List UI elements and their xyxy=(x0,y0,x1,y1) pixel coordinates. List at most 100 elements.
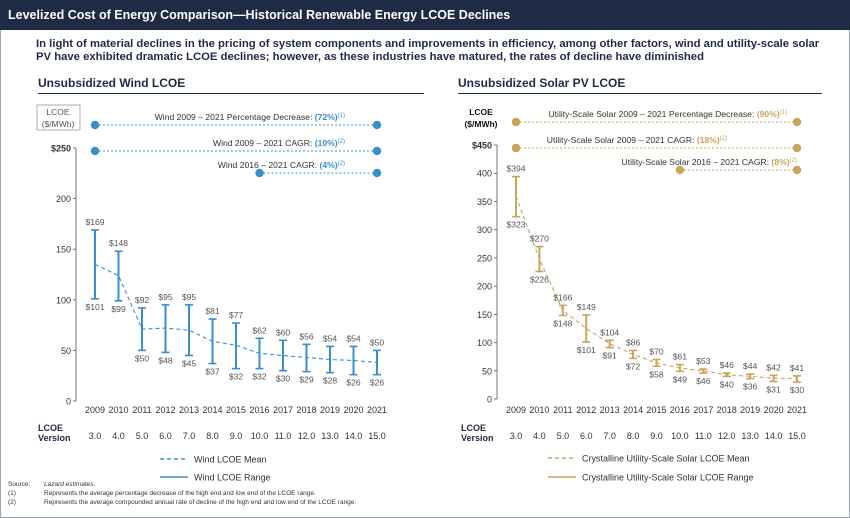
solar-annotation-label: Utility-Scale Solar 2009 – 2021 CAGR: (1… xyxy=(547,135,727,145)
wind-version-label-2012: 6.0 xyxy=(159,431,172,441)
wind-high-label-2014: $81 xyxy=(205,306,220,316)
solar-y-tick-label: 150 xyxy=(477,310,492,320)
wind-y-tick-label: $250 xyxy=(51,144,71,154)
wind-y-tick-label: 50 xyxy=(61,346,71,356)
solar-y-tick-label: 400 xyxy=(477,169,492,179)
wind-y-tick-label: 150 xyxy=(56,245,71,255)
wind-low-label-2013: $45 xyxy=(182,358,197,368)
wind-annotation-dot-end xyxy=(372,120,382,130)
solar-high-label-2015: $70 xyxy=(649,346,664,356)
wind-annotation-label: Wind 2009 – 2021 CAGR: (10%)(2) xyxy=(213,138,345,148)
solar-annotation-dot-start xyxy=(511,143,521,153)
wind-unit-label-line2: ($/MWh) xyxy=(42,119,75,129)
solar-version-row-label-line1: LCOE xyxy=(461,423,486,433)
wind-high-label-2010: $148 xyxy=(109,238,128,248)
wind-high-label-2018: $56 xyxy=(299,331,314,341)
wind-high-label-2009: $169 xyxy=(85,217,104,227)
footnote-source-text: Lazard estimates. xyxy=(44,481,96,488)
solar-x-tick-label-2013: 2013 xyxy=(600,405,620,415)
solar-x-tick-label-2018: 2018 xyxy=(717,405,737,415)
solar-annotation-dot-end xyxy=(792,165,802,175)
solar-y-tick-label: 200 xyxy=(477,282,492,292)
wind-version-label-2019: 13.0 xyxy=(321,431,339,441)
wind-annotation-label: Wind 2016 – 2021 CAGR: (4%)(2) xyxy=(218,160,345,170)
wind-annotation-dot-start xyxy=(90,120,100,130)
solar-version-label-2016: 10.0 xyxy=(671,431,689,441)
wind-low-label-2020: $26 xyxy=(346,378,361,388)
wind-y-tick-label: 100 xyxy=(56,295,71,305)
wind-low-label-2015: $32 xyxy=(229,372,244,382)
wind-high-label-2021: $50 xyxy=(370,337,385,347)
solar-version-label-2021: 15.0 xyxy=(788,431,806,441)
wind-x-tick-label-2011: 2011 xyxy=(132,405,151,415)
wind-annotation-dot-start xyxy=(90,146,100,156)
page-subtitle: In light of material declines in the pri… xyxy=(36,38,820,63)
solar-chart-title: Unsubsidized Solar PV LCOE xyxy=(458,76,626,90)
wind-x-tick-label-2009: 2009 xyxy=(85,405,105,415)
solar-unit-label-line2: ($/MWh) xyxy=(464,119,497,129)
solar-low-label-2016: $49 xyxy=(673,374,688,384)
solar-low-label-2019: $36 xyxy=(743,382,758,392)
solar-x-tick-label-2020: 2020 xyxy=(764,405,784,415)
solar-low-label-2010: $226 xyxy=(530,274,549,284)
wind-version-label-2010: 4.0 xyxy=(112,431,125,441)
wind-version-label-2013: 7.0 xyxy=(183,431,196,441)
wind-unit-label-line1: LCOE xyxy=(46,107,69,117)
wind-version-label-2016: 10.0 xyxy=(251,431,269,441)
wind-x-tick-label-2021: 2021 xyxy=(367,405,387,415)
solar-annotation-dot-end xyxy=(792,143,802,153)
wind-low-label-2010: $99 xyxy=(111,304,126,314)
wind-high-label-2020: $54 xyxy=(346,333,361,343)
solar-high-label-2020: $42 xyxy=(766,362,781,372)
solar-y-tick-label: 50 xyxy=(482,366,492,376)
footnote-2: (2) Represents the average compounded ann… xyxy=(8,499,356,506)
page-title: Levelized Cost of Energy Comparison—Hist… xyxy=(8,8,511,22)
wind-high-label-2012: $95 xyxy=(158,292,173,302)
solar-version-label-2010: 4.0 xyxy=(533,431,546,441)
wind-low-label-2021: $26 xyxy=(370,378,385,388)
wind-x-tick-label-2017: 2017 xyxy=(273,405,293,415)
wind-low-label-2016: $32 xyxy=(252,372,267,382)
solar-low-label-2009: $323 xyxy=(506,220,525,230)
wind-x-tick-label-2019: 2019 xyxy=(320,405,340,415)
solar-x-tick-label-2010: 2010 xyxy=(529,405,549,415)
solar-legend-label-1: Crystalline Utility-Scale Solar LCOE Ran… xyxy=(582,473,754,483)
wind-y-tick-label: 0 xyxy=(66,397,71,407)
solar-high-label-2013: $104 xyxy=(600,327,619,337)
solar-low-label-2012: $101 xyxy=(577,345,596,355)
solar-high-label-2014: $86 xyxy=(626,337,641,347)
wind-low-label-2019: $28 xyxy=(323,376,338,386)
solar-version-row-label-line2: Version xyxy=(461,433,494,443)
solar-y-tick-label: 0 xyxy=(487,395,492,405)
solar-x-tick-label-2012: 2012 xyxy=(576,405,596,415)
wind-chart-title: Unsubsidized Wind LCOE xyxy=(38,76,186,90)
wind-annotation-dot-end xyxy=(372,146,382,156)
wind-high-label-2015: $77 xyxy=(229,310,244,320)
wind-annotation-dot-start xyxy=(255,168,264,178)
wind-x-tick-label-2010: 2010 xyxy=(108,405,128,415)
solar-high-label-2019: $44 xyxy=(743,361,758,371)
solar-x-tick-label-2017: 2017 xyxy=(693,405,713,415)
wind-legend-label-1: Wind LCOE Range xyxy=(194,473,271,483)
solar-version-label-2019: 13.0 xyxy=(741,431,759,441)
solar-x-tick-label-2016: 2016 xyxy=(670,405,690,415)
solar-high-label-2018: $46 xyxy=(720,360,735,370)
solar-x-tick-label-2014: 2014 xyxy=(623,405,643,415)
solar-high-label-2021: $41 xyxy=(790,363,805,373)
footnote-1-key: (1) xyxy=(8,490,16,497)
wind-x-tick-label-2020: 2020 xyxy=(343,405,363,415)
wind-version-label-2015: 9.0 xyxy=(230,431,243,441)
wind-version-label-2020: 14.0 xyxy=(345,431,363,441)
solar-x-tick-label-2009: 2009 xyxy=(506,405,526,415)
solar-version-label-2012: 6.0 xyxy=(580,431,593,441)
solar-low-label-2011: $148 xyxy=(553,318,572,328)
footnote-source: Source: Lazard estimates. xyxy=(8,481,95,488)
footnote-2-key: (2) xyxy=(8,499,16,506)
wind-version-label-2018: 12.0 xyxy=(298,431,316,441)
solar-y-tick-label: 300 xyxy=(477,225,492,235)
solar-low-label-2020: $31 xyxy=(766,385,781,395)
wind-x-tick-label-2013: 2013 xyxy=(179,405,199,415)
wind-version-label-2009: 3.0 xyxy=(89,431,102,441)
solar-high-label-2011: $166 xyxy=(553,292,572,302)
wind-x-tick-label-2014: 2014 xyxy=(202,405,222,415)
